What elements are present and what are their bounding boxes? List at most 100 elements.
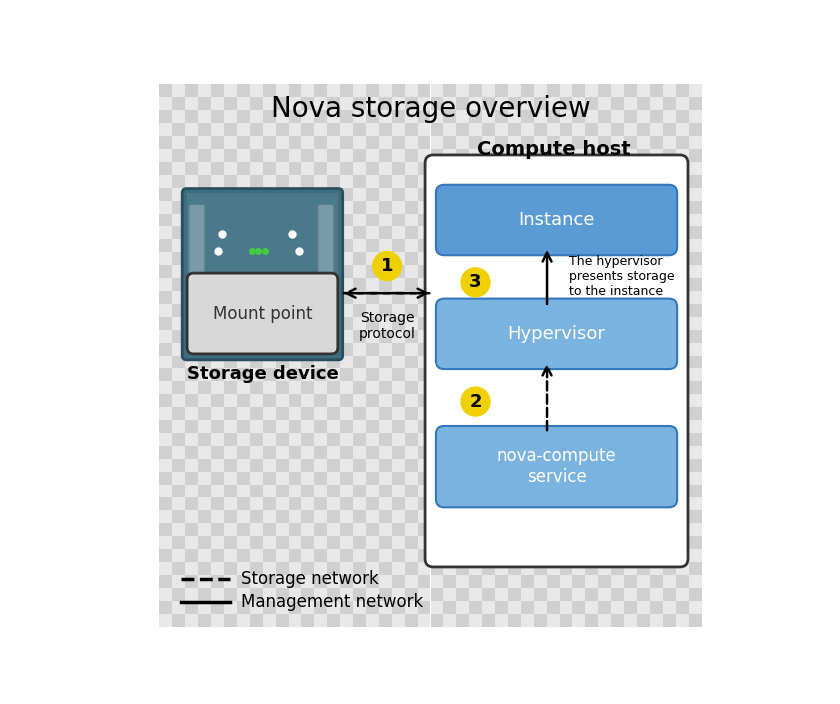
Bar [237,175,249,188]
Bar [456,446,470,459]
Bar [276,614,288,627]
Bar [211,498,224,510]
Bar [288,343,302,356]
Bar [237,162,249,175]
Bar [263,343,276,356]
Bar [624,136,637,149]
Bar [547,459,559,472]
Bar [186,510,198,523]
Bar [508,549,521,562]
Bar [405,149,417,162]
Bar [302,201,314,213]
Bar [160,227,172,239]
Bar [612,201,624,213]
Bar [237,343,249,356]
Bar [456,394,470,407]
Bar [379,394,391,407]
Bar [689,149,701,162]
Bar [612,562,624,575]
Bar [547,536,559,549]
Bar [689,175,701,188]
Bar [598,72,612,84]
Bar [328,368,340,382]
Bar [521,304,533,317]
Bar [328,175,340,188]
Bar [224,382,237,394]
Bar [470,433,482,446]
Bar [495,162,508,175]
Bar [314,484,328,498]
Bar [405,510,417,523]
Bar [340,407,353,420]
Bar [533,149,547,162]
Bar [444,72,456,84]
Bar [186,523,198,536]
Bar [701,317,715,329]
Bar [328,123,340,136]
Bar [495,213,508,227]
Bar [689,136,701,149]
FancyBboxPatch shape [318,204,334,274]
Bar [211,123,224,136]
Bar [417,97,430,111]
Bar [701,188,715,201]
Bar [353,213,366,227]
Bar [211,562,224,575]
Bar [573,446,585,459]
Bar [391,382,405,394]
Bar [172,97,186,111]
Bar [663,459,675,472]
Bar [612,382,624,394]
Bar [650,111,663,123]
Bar [521,472,533,484]
Bar [585,356,598,368]
Bar [521,329,533,343]
Bar [237,510,249,523]
Bar [689,227,701,239]
Bar [573,343,585,356]
Bar [249,523,263,536]
Bar [198,162,211,175]
Bar [353,472,366,484]
Bar [521,446,533,459]
Bar [237,84,249,97]
Bar [249,394,263,407]
Bar [547,278,559,291]
Bar [456,72,470,84]
Bar [172,588,186,601]
Text: nova-compute
service: nova-compute service [496,447,617,486]
Bar [249,601,263,614]
Bar [288,394,302,407]
Bar [160,304,172,317]
Bar [186,601,198,614]
Bar [508,407,521,420]
Bar [559,291,573,304]
Bar [340,111,353,123]
Bar [379,562,391,575]
Bar [637,446,650,459]
Bar [405,420,417,433]
Bar [405,97,417,111]
Bar [573,84,585,97]
Bar [637,291,650,304]
Bar [585,329,598,343]
Bar [689,472,701,484]
Bar [495,549,508,562]
Bar [224,433,237,446]
Bar [160,149,172,162]
Bar [391,213,405,227]
Bar [288,97,302,111]
Bar [612,97,624,111]
Bar [444,291,456,304]
Bar [314,433,328,446]
Bar [263,84,276,97]
Bar [624,213,637,227]
Bar [533,575,547,588]
Bar [701,510,715,523]
Bar [573,601,585,614]
Bar [663,562,675,575]
Bar [417,278,430,291]
Bar [585,304,598,317]
Bar [328,420,340,433]
Bar [353,549,366,562]
